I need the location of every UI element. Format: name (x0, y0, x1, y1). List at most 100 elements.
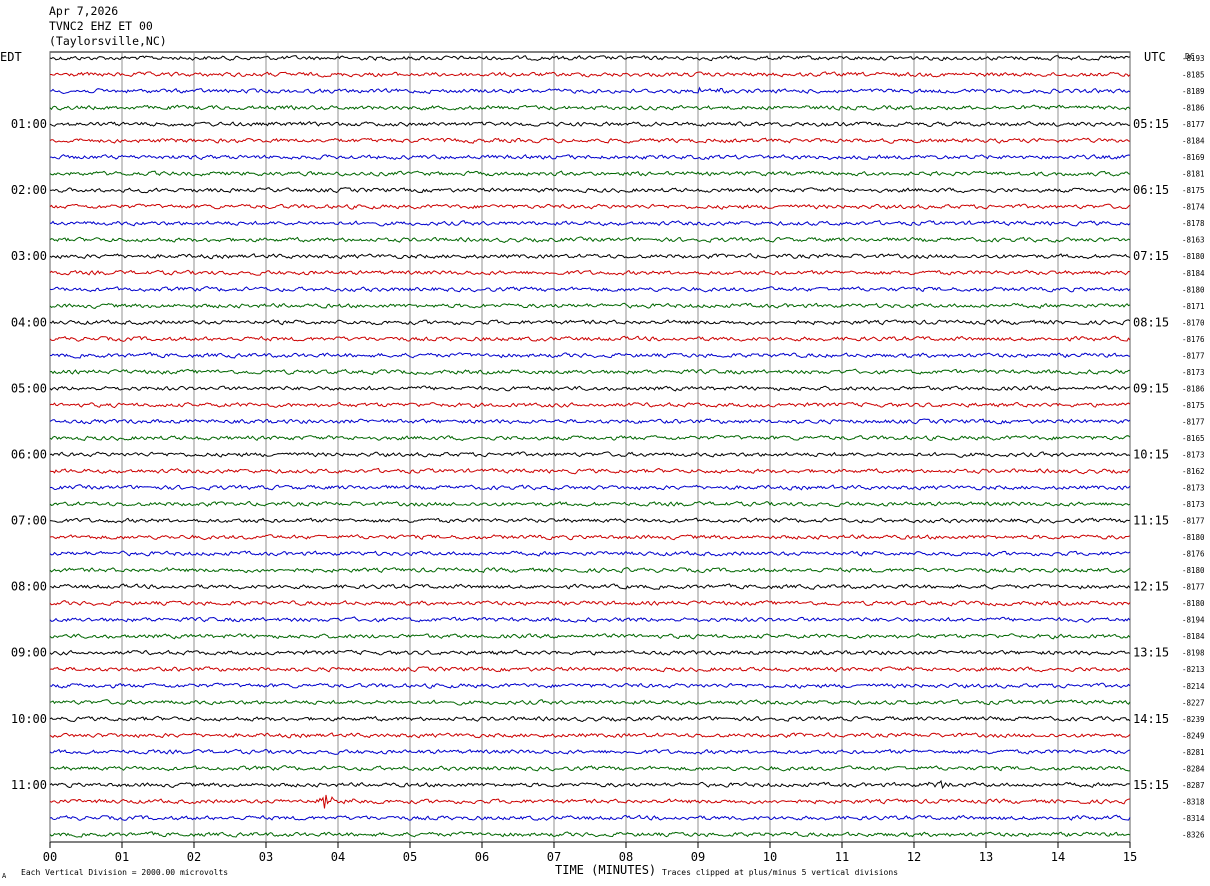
trace-line (49, 137, 1131, 144)
trace-line (49, 666, 1131, 673)
trace-line (49, 418, 1131, 425)
seismic-traces (49, 55, 1131, 838)
axis-labels: EDT UTC DC TIME (MINUTES) Each Vertical … (0, 50, 1205, 880)
trace-line (49, 649, 1131, 656)
header-date: Apr 7,2026 (49, 4, 119, 18)
dc-offset-label: -8173 (1182, 450, 1205, 459)
dc-offset-label: -8173 (1182, 368, 1205, 377)
dc-offset-label: -8162 (1182, 467, 1205, 476)
trace-line (49, 500, 1131, 508)
dc-offset-label: -8186 (1182, 104, 1205, 113)
utc-hour-label: 08:15 (1133, 315, 1169, 329)
dc-offset-label: -8184 (1182, 269, 1205, 278)
dc-offset-label: -8180 (1182, 533, 1205, 542)
trace-line (49, 121, 1131, 128)
dc-offset-label: -8185 (1182, 71, 1205, 80)
trace-line (49, 748, 1131, 755)
x-tick-label: 03 (259, 850, 273, 864)
right-zone-label: UTC (1144, 50, 1166, 64)
corner-mark: A (2, 872, 7, 880)
utc-hour-label: 11:15 (1133, 514, 1169, 528)
trace-line (49, 203, 1131, 210)
dc-offset-label: -8239 (1182, 715, 1205, 724)
x-tick-label: 11 (835, 850, 849, 864)
dc-offset-label: -8180 (1182, 599, 1205, 608)
dc-offset-label: -8165 (1182, 434, 1205, 443)
edt-hour-label: 02:00 (11, 183, 47, 197)
dc-offset-label: -8314 (1182, 814, 1205, 823)
trace-line (49, 732, 1131, 739)
trace-line (49, 236, 1131, 243)
dc-offset-label: -8177 (1182, 351, 1205, 360)
trace-line (49, 319, 1131, 326)
plot-frame (49, 51, 1131, 843)
trace-line (49, 600, 1131, 607)
trace-line (49, 401, 1131, 409)
dc-offset-label: -8184 (1182, 137, 1205, 146)
dc-offset-label: -8189 (1182, 87, 1205, 96)
trace-line (49, 269, 1131, 276)
trace-line (49, 814, 1131, 821)
trace-line (49, 368, 1131, 376)
trace-line (49, 567, 1131, 574)
minute-grid: 00 01 02 03 04 05 06 07 08 09 10 11 12 13 14 15 (43, 51, 1137, 864)
dc-offset-label: -8177 (1182, 583, 1205, 592)
trace-line (49, 616, 1131, 623)
dc-offset-label: -8169 (1182, 153, 1205, 162)
x-tick-label: 04 (331, 850, 345, 864)
dc-offset-label: -8214 (1182, 682, 1205, 691)
dc-offset-label: -8180 (1182, 566, 1205, 575)
x-tick-label: 01 (115, 850, 129, 864)
trace-line (49, 831, 1131, 838)
dc-offset-label: -8174 (1182, 203, 1205, 212)
trace-line (49, 682, 1131, 689)
trace-line (49, 86, 1131, 95)
dc-offset-label: -8173 (1182, 484, 1205, 493)
scale-note: Each Vertical Division = 2000.00 microvo… (21, 868, 228, 877)
dc-label: DC (1185, 52, 1195, 61)
dc-offset-label: -8194 (1182, 616, 1205, 625)
dc-offset-label: -8178 (1182, 219, 1205, 228)
x-tick-label: 09 (691, 850, 705, 864)
utc-hour-label: 12:15 (1133, 580, 1169, 594)
utc-hour-label: 14:15 (1133, 712, 1169, 726)
dc-offset-label: -8318 (1182, 797, 1205, 806)
trace-line (49, 253, 1131, 260)
trace-line (49, 451, 1131, 458)
trace-line (49, 633, 1131, 640)
trace-line (50, 220, 1131, 227)
header-location: (Taylorsville,NC) (49, 34, 167, 48)
edt-hour-label: 09:00 (11, 646, 47, 660)
dc-offset-label: -8213 (1182, 665, 1205, 674)
dc-offset-label: -8170 (1182, 318, 1205, 327)
trace-line (49, 467, 1131, 475)
dc-offset-label: -8180 (1182, 285, 1205, 294)
dc-offset-label: -8287 (1182, 781, 1205, 790)
trace-line (49, 104, 1131, 111)
edt-hour-label: 05:00 (11, 381, 47, 395)
x-tick-label: 15 (1123, 850, 1137, 864)
trace-line (49, 302, 1131, 309)
utc-hour-label: 10:15 (1133, 447, 1169, 461)
trace-line (50, 71, 1131, 78)
x-tick-label: 12 (907, 850, 921, 864)
dc-offset-label: -8177 (1182, 120, 1205, 129)
trace-line (49, 335, 1131, 342)
dc-offset-label: -8163 (1182, 236, 1205, 245)
edt-hour-label: 04:00 (11, 315, 47, 329)
trace-line (49, 550, 1131, 557)
dc-offset-label: -8284 (1182, 764, 1205, 773)
trace-line (49, 534, 1131, 541)
trace-line (49, 434, 1131, 441)
dc-offset-label: -8175 (1182, 186, 1205, 195)
dc-offset-label: -8249 (1182, 731, 1205, 740)
x-tick-label: 05 (403, 850, 417, 864)
utc-hour-label: 15:15 (1133, 778, 1169, 792)
trace-line (49, 286, 1131, 293)
trace-line (49, 517, 1131, 524)
trace-line (49, 484, 1131, 491)
dc-offset-label: -8193 (1182, 54, 1205, 63)
trace-line (49, 55, 1131, 62)
x-tick-label: 02 (187, 850, 201, 864)
